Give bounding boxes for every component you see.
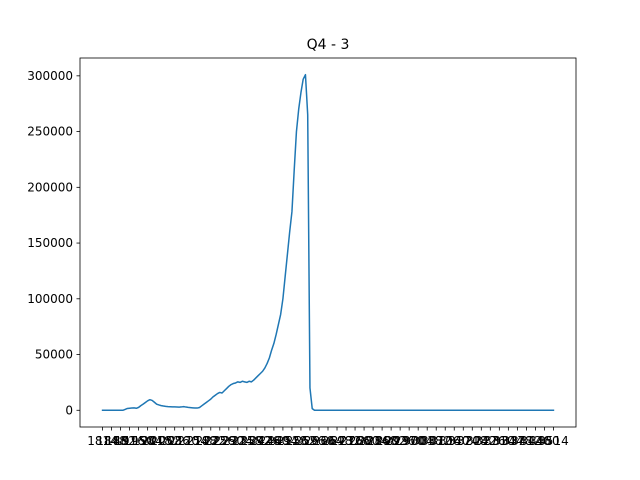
x-tick-label: 1950 xyxy=(123,434,154,448)
x-tick-label: 2120 xyxy=(168,434,199,448)
y-tick-label: 100000 xyxy=(27,292,73,306)
x-tick-label: 2732 xyxy=(331,434,362,448)
x-tick-label: 1848 xyxy=(96,434,127,448)
x-tick-label: 2018 xyxy=(141,434,172,448)
x-tick-label: 2766 xyxy=(340,434,371,448)
x-tick-label: 3480 xyxy=(529,434,560,448)
x-tick-label: 3276 xyxy=(475,434,506,448)
x-tick-label: 1882 xyxy=(105,434,136,448)
y-tick-label: 150000 xyxy=(27,236,73,250)
x-tick-label: 3242 xyxy=(466,434,497,448)
x-tick-label: 3004 xyxy=(403,434,434,448)
x-tick-label: 1916 xyxy=(114,434,145,448)
x-tick-label: 2630 xyxy=(304,434,335,448)
x-tick-label: 2256 xyxy=(205,434,236,448)
x-tick-label: 3378 xyxy=(502,434,533,448)
y-axis-ticks: 0 50000 100000 150000 200000 250000 300000 xyxy=(27,69,80,417)
x-tick-label: 2698 xyxy=(322,434,353,448)
y-tick-label: 300000 xyxy=(27,69,73,83)
x-tick-label: 3140 xyxy=(439,434,470,448)
x-tick-label: 2562 xyxy=(286,434,317,448)
x-tick-label: 3174 xyxy=(448,434,479,448)
x-tick-label: 2834 xyxy=(358,434,389,448)
y-tick-label: 200000 xyxy=(27,180,73,194)
x-tick-label: 1984 xyxy=(132,434,163,448)
x-tick-label: 2086 xyxy=(159,434,190,448)
y-tick-label: 250000 xyxy=(27,125,73,139)
x-tick-label: 2528 xyxy=(277,434,308,448)
x-tick-label: 2596 xyxy=(295,434,326,448)
y-tick-label: 50000 xyxy=(35,348,73,362)
x-tick-label: 3106 xyxy=(430,434,461,448)
x-tick-label: 3208 xyxy=(457,434,488,448)
x-tick-label: 2290 xyxy=(214,434,245,448)
chart-title: Q4 - 3 xyxy=(307,37,350,53)
x-tick-label: 3038 xyxy=(412,434,443,448)
x-tick-label: 2494 xyxy=(268,434,299,448)
x-tick-label: 3344 xyxy=(493,434,524,448)
x-tick-label: 2426 xyxy=(250,434,281,448)
x-tick-label: 2222 xyxy=(195,434,226,448)
plot-area-frame xyxy=(79,57,577,428)
x-tick-label: 3072 xyxy=(421,434,452,448)
x-tick-label: 2460 xyxy=(259,434,290,448)
x-tick-label: 2392 xyxy=(241,434,272,448)
x-tick-label: 3412 xyxy=(511,434,542,448)
x-tick-label: 3310 xyxy=(484,434,515,448)
x-tick-label: 1814 xyxy=(87,434,118,448)
x-tick-label: 2868 xyxy=(367,434,398,448)
x-tick-label: 2664 xyxy=(313,434,344,448)
x-tick-label: 2902 xyxy=(376,434,407,448)
x-tick-label: 2936 xyxy=(385,434,416,448)
x-tick-label: 2052 xyxy=(150,434,181,448)
x-tick-label: 2324 xyxy=(223,434,254,448)
x-tick-label: 3514 xyxy=(538,434,569,448)
x-tick-label: 2358 xyxy=(232,434,263,448)
x-tick-label: 2188 xyxy=(186,434,217,448)
series-line xyxy=(101,73,555,412)
x-tick-label: 2154 xyxy=(177,434,208,448)
x-tick-label: 2970 xyxy=(394,434,425,448)
x-tick-label: 3446 xyxy=(520,434,551,448)
y-tick-label: 0 xyxy=(65,403,73,417)
x-tick-label: 2800 xyxy=(349,434,380,448)
x-axis-ticks: 1814184818821916195019842018205220862120… xyxy=(87,427,569,448)
